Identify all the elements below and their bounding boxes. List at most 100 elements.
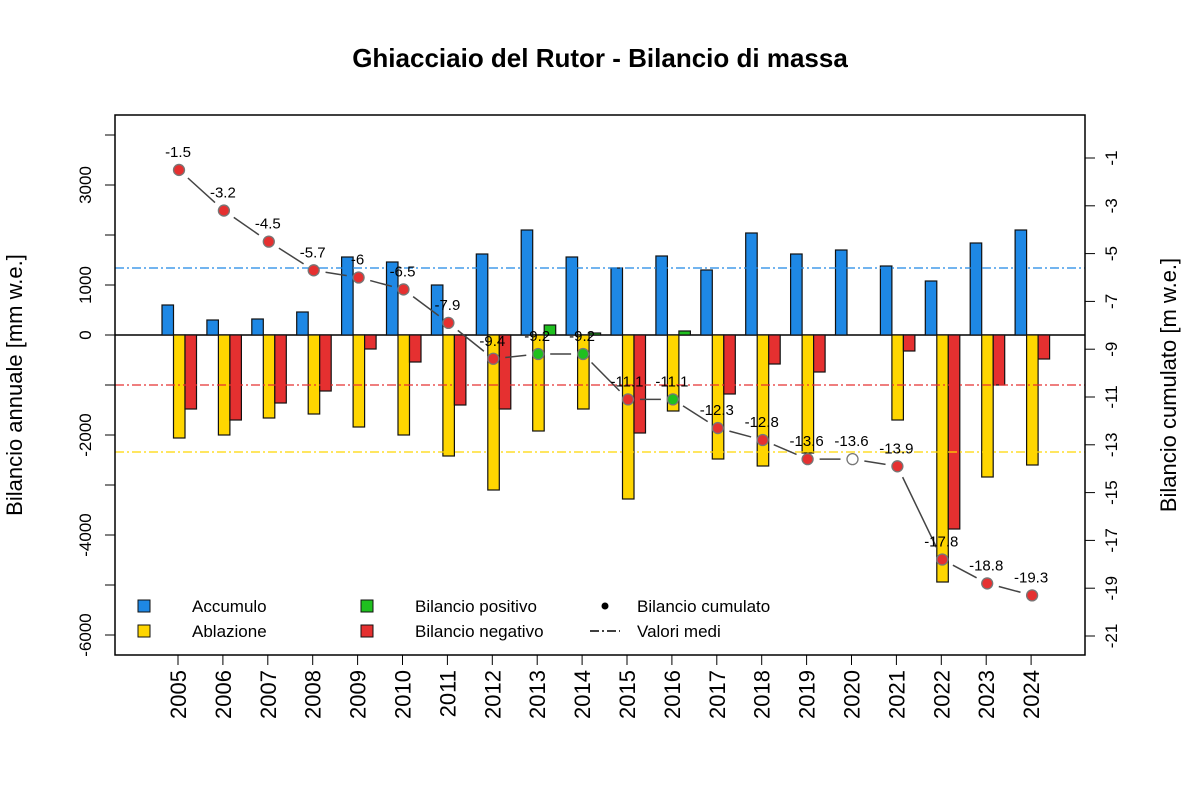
cumulative-segment [412, 296, 440, 317]
legend-swatch [360, 624, 374, 638]
bar-bilancio-negativo [498, 334, 512, 410]
bar-ablazione [621, 334, 635, 500]
cumulative-label: -19.3 [1014, 569, 1048, 586]
bar-bilancio-negativo [1037, 334, 1051, 360]
cumulative-point [442, 316, 455, 330]
cumulative-point [217, 204, 231, 217]
cumulative-label: -17.8 [924, 534, 958, 551]
cumulative-label: -18.8 [969, 557, 1003, 574]
bar-accumulo [385, 261, 399, 336]
y2-tick-label: -15 [1102, 480, 1121, 505]
y-axis-label: Bilancio annuale [mm w.e.] [2, 254, 27, 516]
x-tick-label: 2006 [211, 670, 236, 719]
bar-bilancio-negativo [633, 334, 647, 434]
x-tick-label: 2022 [929, 670, 954, 719]
y-tick-label: 1000 [76, 266, 95, 304]
cumulative-point [172, 163, 186, 177]
bar-accumulo [251, 318, 264, 336]
x-tick-label: 2009 [346, 670, 371, 719]
bar-ablazione [711, 334, 725, 460]
bar-bilancio-negativo [229, 334, 242, 421]
bar-accumulo [789, 253, 803, 336]
y2-tick-label: -7 [1102, 294, 1121, 309]
bar-accumulo [655, 255, 669, 336]
cumulative-label: -9.4 [479, 333, 505, 350]
cumulative-point [981, 577, 994, 590]
x-tick-label: 2019 [795, 670, 820, 719]
legend-label: Bilancio positivo [415, 597, 537, 616]
cumulative-label: -6.5 [390, 263, 416, 280]
bar-ablazione [442, 334, 455, 457]
bar-bilancio-negativo [723, 334, 736, 395]
x-tick-label: 2012 [480, 670, 505, 719]
bar-accumulo [834, 249, 848, 336]
x-tick-label: 2020 [840, 670, 865, 719]
bar-bilancio-negativo [947, 334, 961, 530]
cumulative-label: -3.2 [210, 185, 236, 202]
cumulative-label: -6 [351, 252, 364, 269]
cumulative-point [801, 452, 814, 466]
cumulative-point [397, 283, 410, 296]
cumulative-label: -11.1 [610, 373, 643, 390]
cumulative-label: -1.5 [165, 144, 191, 161]
bar-ablazione [981, 334, 994, 478]
legend-label: Bilancio cumulato [637, 597, 770, 616]
cumulative-label: -12.3 [700, 402, 734, 419]
x-tick-label: 2016 [660, 670, 685, 719]
bar-bilancio-positivo [588, 332, 602, 336]
x-tick-label: 2014 [570, 670, 595, 719]
bar-ablazione [172, 334, 186, 439]
bar-accumulo [565, 256, 579, 336]
bar-ablazione [1025, 334, 1039, 466]
chart-title: Ghiacciaio del Rutor - Bilancio di massa [352, 43, 848, 73]
y2-tick-label: -19 [1102, 576, 1121, 601]
cumulative-segment [773, 444, 797, 456]
cumulative-segment [682, 405, 709, 423]
legend: Accumulo Ablazione Bilancio positivo Bilanc… [137, 597, 770, 641]
y2-tick-label: -11 [1102, 385, 1121, 408]
cumulative-point [1025, 589, 1039, 602]
bar-bilancio-negativo [184, 334, 198, 410]
bar-accumulo [700, 269, 713, 336]
x-tick-label: 2008 [301, 670, 326, 719]
legend-swatch [137, 624, 151, 638]
cumulative-point [666, 393, 680, 406]
cumulative-label: -12.8 [745, 414, 779, 431]
bar-accumulo [475, 253, 489, 336]
cumulative-segment [505, 354, 527, 359]
bar-bilancio-negativo [768, 334, 781, 365]
cumulative-segment [187, 177, 216, 204]
cumulative-point [307, 264, 320, 277]
y-tick-label: -4000 [76, 513, 95, 556]
bar-bilancio-negativo [408, 334, 422, 363]
y-tick-label: -6000 [76, 613, 95, 656]
bar-ablazione [576, 334, 590, 410]
bar-ablazione [262, 334, 276, 419]
bar-accumulo [296, 311, 309, 336]
cumulative-label: -9.2 [569, 328, 595, 345]
bar-accumulo [879, 265, 893, 336]
cumulative-segment [591, 361, 621, 392]
bar-accumulo [520, 229, 534, 336]
cumulative-label: -4.5 [255, 216, 281, 233]
x-tick-label: 2024 [1019, 670, 1044, 719]
bar-bilancio-negativo [274, 334, 287, 404]
y-tick-label: 0 [76, 330, 95, 339]
legend-label: Accumulo [192, 597, 267, 616]
bar-bilancio-negativo [453, 334, 467, 406]
cumulative-label: -13.6 [789, 433, 823, 450]
bar-ablazione [891, 334, 905, 421]
bar-ablazione [666, 334, 680, 412]
cumulative-segment [952, 564, 977, 579]
legend-label: Bilancio negativo [415, 622, 544, 641]
bar-bilancio-positivo [678, 330, 692, 336]
x-tick-label: 2023 [974, 670, 999, 719]
cumulative-segment [278, 247, 304, 265]
bar-bilancio-negativo [319, 334, 332, 392]
x-tick-label: 2018 [750, 670, 775, 719]
legend-swatch [360, 599, 374, 613]
bar-accumulo [206, 319, 219, 336]
cumulative-point [711, 421, 724, 435]
y2-tick-label: -5 [1102, 246, 1121, 261]
y-tick-label: -2000 [76, 413, 95, 456]
